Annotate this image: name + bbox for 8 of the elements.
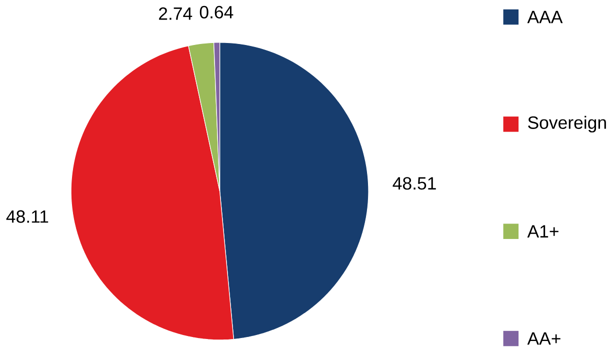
- legend-label: Sovereign: [528, 116, 606, 133]
- legend-label: AA+: [527, 332, 560, 345]
- legend-label: AAA: [527, 11, 563, 24]
- data-label: 0.64: [200, 6, 234, 19]
- data-label: 2.74: [159, 8, 192, 20]
- legend-label: A1+: [527, 225, 558, 238]
- data-label: 48.11: [6, 210, 48, 224]
- data-label: 48.51: [392, 177, 436, 190]
